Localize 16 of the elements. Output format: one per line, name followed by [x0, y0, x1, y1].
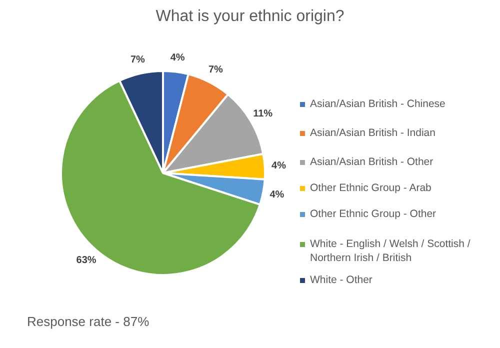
legend-label: White - English / Welsh / Scottish / Northern Irish / British — [310, 237, 472, 265]
legend-label: White - Other — [310, 273, 372, 287]
legend-label: Other Ethnic Group - Arab — [310, 181, 432, 195]
data-label: 7% — [208, 64, 223, 76]
data-label: 11% — [253, 108, 273, 120]
data-label: 7% — [130, 54, 146, 66]
legend-label: Asian/Asian British - Other — [310, 155, 434, 169]
data-label: 4% — [272, 160, 286, 172]
data-label: 4% — [270, 189, 284, 200]
text: Response rate - 87% — [27, 314, 150, 329]
legend-label: Other Ethnic Group - Other — [310, 207, 436, 221]
legend-label: Asian/Asian British - Chinese — [310, 97, 446, 111]
data-label: 63% — [76, 254, 96, 266]
legend-label: Asian/Asian British - Indian — [310, 126, 436, 140]
chart-title: What is your ethnic origin? — [154, 8, 346, 26]
data-label: 4% — [170, 52, 185, 64]
